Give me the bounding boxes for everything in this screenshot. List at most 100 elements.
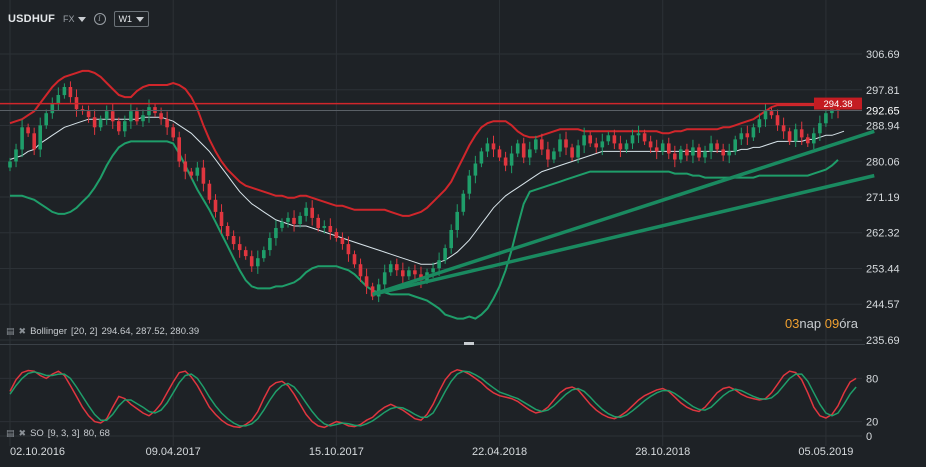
candle-body[interactable] [382,272,387,285]
candle-body[interactable] [98,119,103,128]
candle-body[interactable] [256,258,260,267]
trendline[interactable] [372,173,875,297]
candle-body[interactable] [437,260,441,269]
close-icon[interactable]: ✖ [18,428,27,438]
candle-body[interactable] [26,127,30,134]
timeframe-dropdown[interactable]: W1 [113,11,150,27]
close-icon[interactable]: ✖ [18,326,27,336]
candle-body[interactable] [123,121,127,132]
candle-body[interactable] [576,145,580,158]
candle-body[interactable] [461,193,466,212]
candle-body[interactable] [189,171,194,176]
candle-body[interactable] [401,270,405,277]
candle-body[interactable] [552,151,556,160]
candle-body[interactable] [703,151,707,158]
candle-body[interactable] [243,250,248,257]
candle-body[interactable] [177,137,181,162]
candle-body[interactable] [751,127,756,138]
candle-body[interactable] [92,117,97,128]
candle-body[interactable] [509,153,514,166]
candle-body[interactable] [769,111,774,116]
candle-body[interactable] [793,129,798,142]
candle-body[interactable] [231,236,236,245]
candle-body[interactable] [528,149,532,158]
candle-body[interactable] [449,230,453,249]
candle-body[interactable] [56,95,61,104]
candle-body[interactable] [110,111,115,122]
candle-body[interactable] [558,139,562,152]
candle-body[interactable] [600,141,605,148]
candle-body[interactable] [594,143,598,148]
candle-body[interactable] [364,276,369,287]
candle-body[interactable] [715,143,719,150]
candle-body[interactable] [479,151,484,164]
candle-body[interactable] [824,113,828,124]
candle-body[interactable] [515,143,520,154]
candle-body[interactable] [521,143,526,158]
candle-body[interactable] [588,135,592,144]
candle-body[interactable] [340,238,345,244]
candle-body[interactable] [721,149,725,156]
candle-body[interactable] [806,137,810,144]
candle-body[interactable] [213,199,218,212]
candle-body[interactable] [564,139,568,148]
trendline[interactable] [372,129,875,297]
candle-body[interactable] [358,264,363,277]
candle-body[interactable] [117,121,121,132]
candle-body[interactable] [322,226,327,228]
candle-body[interactable] [334,232,339,238]
candle-body[interactable] [316,217,320,228]
candle-body[interactable] [20,127,24,150]
candle-body[interactable] [757,119,762,128]
candle-body[interactable] [237,244,242,251]
candle-body[interactable] [642,133,647,142]
candle-body[interactable] [370,286,375,297]
candle-body[interactable] [546,149,550,160]
candle-body[interactable] [249,256,254,267]
info-icon[interactable]: i [93,13,106,25]
candle-body[interactable] [612,135,617,144]
candlesticks[interactable] [8,81,840,303]
candle-body[interactable] [292,217,296,224]
candle-body[interactable] [141,115,145,122]
candle-body[interactable] [32,133,36,150]
candle-body[interactable] [679,149,683,160]
candle-body[interactable] [14,149,18,162]
candle-body[interactable] [286,217,290,222]
candle-body[interactable] [648,141,653,148]
candle-body[interactable] [630,135,635,144]
candle-body[interactable] [201,167,206,184]
candle-body[interactable] [497,149,502,158]
candle-body[interactable] [219,211,224,226]
level-tag[interactable] [814,97,862,110]
candle-body[interactable] [660,143,665,152]
candle-body[interactable] [606,135,611,142]
candle-body[interactable] [346,244,351,255]
candle-body[interactable] [618,143,623,150]
candle-body[interactable] [818,123,822,134]
candle-body[interactable] [691,147,695,156]
candle-body[interactable] [328,226,333,232]
candle-body[interactable] [225,226,230,237]
candle-body[interactable] [739,133,744,140]
candle-body[interactable] [654,147,659,152]
candle-body[interactable] [781,125,786,132]
candle-body[interactable] [636,133,641,136]
candle-body[interactable] [407,270,411,277]
candle-body[interactable] [62,87,67,96]
candle-body[interactable] [298,215,302,224]
candle-body[interactable] [467,175,472,194]
candle-body[interactable] [799,129,804,138]
candle-body[interactable] [787,131,792,142]
candle-body[interactable] [207,183,212,200]
candle-body[interactable] [812,133,816,144]
trendlines[interactable] [372,129,875,297]
candle-body[interactable] [673,153,677,160]
candle-body[interactable] [473,163,478,176]
pane-resize-handle[interactable] [464,342,474,345]
candle-body[interactable] [147,107,151,116]
candle-body[interactable] [388,264,393,273]
candle-body[interactable] [274,228,278,239]
candle-body[interactable] [50,103,55,114]
candle-body[interactable] [685,149,689,156]
